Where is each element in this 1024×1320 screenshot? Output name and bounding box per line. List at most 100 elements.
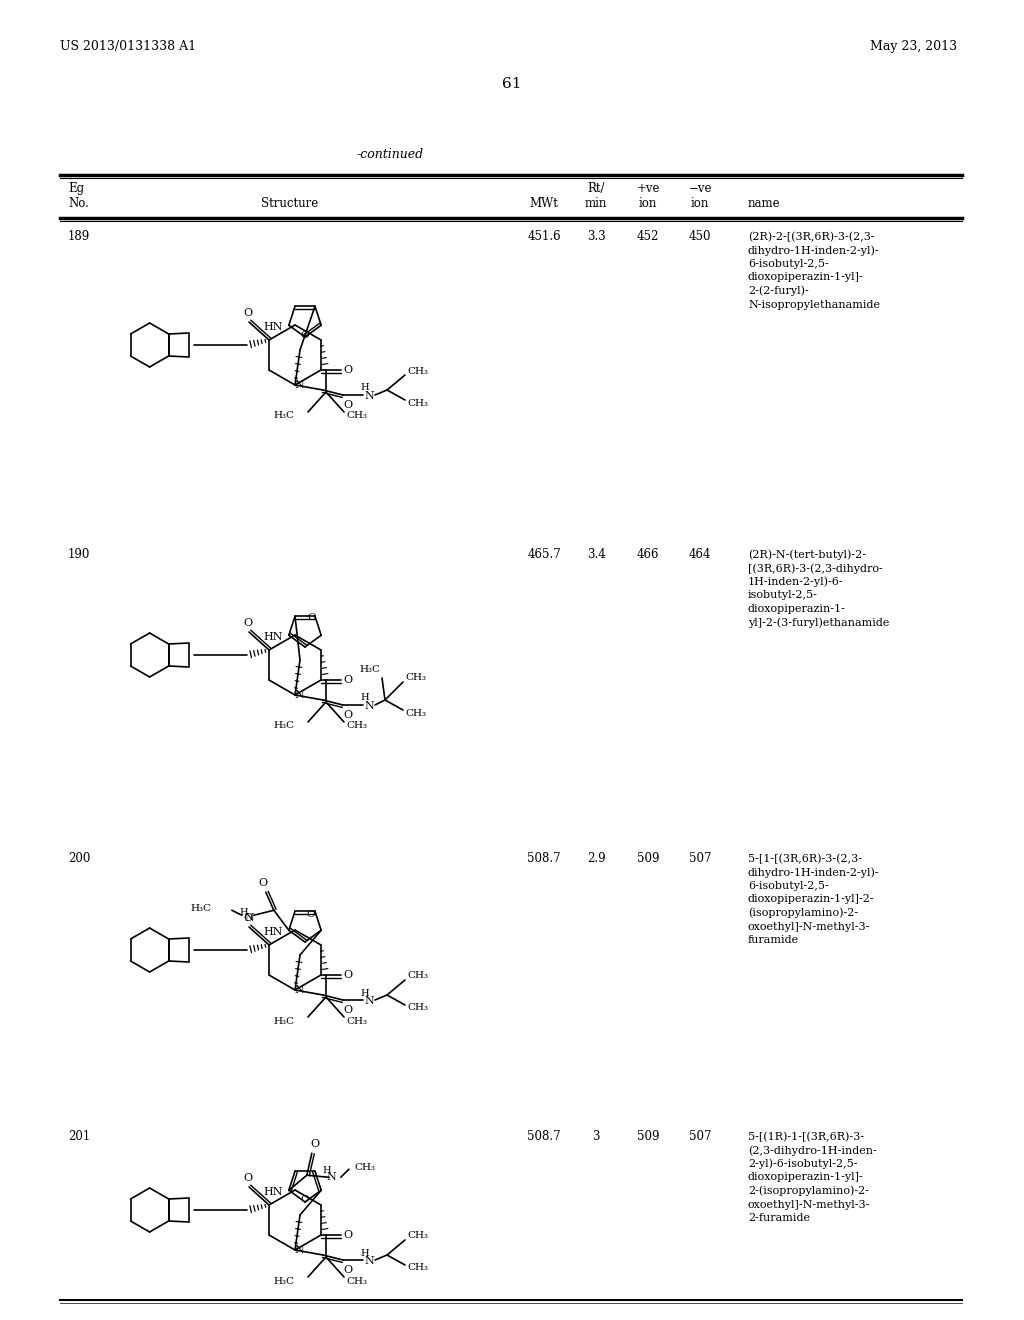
Text: Rt/: Rt/ (587, 182, 605, 195)
Text: H₃C: H₃C (273, 722, 294, 730)
Text: O: O (343, 1230, 352, 1239)
Text: O: O (310, 1139, 319, 1150)
Text: 2-furamide: 2-furamide (748, 1213, 810, 1224)
Text: 465.7: 465.7 (527, 548, 561, 561)
Text: HN: HN (263, 632, 283, 642)
Text: 3: 3 (592, 1130, 600, 1143)
Text: 5-[1-[(3R,6R)-3-(2,3-: 5-[1-[(3R,6R)-3-(2,3- (748, 854, 862, 865)
Text: 6-isobutyl-2,5-: 6-isobutyl-2,5- (748, 259, 828, 269)
Text: 2-(isopropylamino)-2-: 2-(isopropylamino)-2- (748, 1185, 869, 1196)
Text: O: O (258, 878, 267, 888)
Text: dioxopiperazin-1-yl]-: dioxopiperazin-1-yl]- (748, 272, 864, 282)
Text: O: O (244, 308, 253, 318)
Text: 450: 450 (689, 230, 712, 243)
Text: 3.3: 3.3 (587, 230, 605, 243)
Text: CH₃: CH₃ (406, 673, 426, 682)
Text: O: O (343, 710, 352, 719)
Text: dihydro-1H-inden-2-yl)-: dihydro-1H-inden-2-yl)- (748, 867, 880, 878)
Text: 2-yl)-6-isobutyl-2,5-: 2-yl)-6-isobutyl-2,5- (748, 1159, 857, 1170)
Text: CH₃: CH₃ (355, 1163, 376, 1172)
Text: CH₃: CH₃ (407, 367, 428, 375)
Text: 507: 507 (689, 1130, 712, 1143)
Text: O: O (244, 1173, 253, 1183)
Text: H: H (360, 989, 370, 998)
Text: 61: 61 (502, 77, 522, 91)
Text: N: N (365, 701, 374, 711)
Text: O: O (306, 909, 315, 919)
Text: ion: ion (639, 197, 657, 210)
Text: CH₃: CH₃ (407, 1232, 428, 1241)
Text: N: N (327, 1172, 337, 1183)
Text: N: N (294, 985, 304, 995)
Text: May 23, 2013: May 23, 2013 (870, 40, 957, 53)
Text: N: N (365, 391, 374, 401)
Text: H: H (240, 908, 248, 917)
Text: H₃C: H₃C (190, 904, 212, 912)
Text: name: name (748, 197, 780, 210)
Text: 452: 452 (637, 230, 659, 243)
Text: oxoethyl]-N-methyl-3-: oxoethyl]-N-methyl-3- (748, 921, 870, 932)
Text: 3.4: 3.4 (587, 548, 605, 561)
Text: (isopropylamino)-2-: (isopropylamino)-2- (748, 907, 858, 917)
Text: H₃C: H₃C (273, 1016, 294, 1026)
Text: O: O (301, 331, 309, 341)
Text: ion: ion (691, 197, 710, 210)
Text: 507: 507 (689, 851, 712, 865)
Text: H: H (323, 1166, 331, 1175)
Text: O: O (244, 913, 253, 923)
Text: HN: HN (263, 322, 283, 333)
Text: No.: No. (68, 197, 89, 210)
Text: 508.7: 508.7 (527, 1130, 561, 1143)
Text: yl]-2-(3-furyl)ethanamide: yl]-2-(3-furyl)ethanamide (748, 616, 890, 627)
Text: furamide: furamide (748, 935, 799, 945)
Text: CH₃: CH₃ (407, 399, 428, 408)
Text: H: H (360, 384, 370, 392)
Text: O: O (307, 612, 316, 622)
Text: US 2013/0131338 A1: US 2013/0131338 A1 (60, 40, 197, 53)
Text: 451.6: 451.6 (527, 230, 561, 243)
Text: H: H (360, 1249, 370, 1258)
Text: CH₃: CH₃ (346, 722, 367, 730)
Text: (2,3-dihydro-1H-inden-: (2,3-dihydro-1H-inden- (748, 1144, 877, 1155)
Text: 5-[(1R)-1-[(3R,6R)-3-: 5-[(1R)-1-[(3R,6R)-3- (748, 1131, 864, 1142)
Text: O: O (244, 618, 253, 628)
Text: CH₃: CH₃ (406, 709, 426, 718)
Text: N: N (245, 913, 255, 923)
Text: H₃C: H₃C (359, 665, 380, 675)
Text: 509: 509 (637, 1130, 659, 1143)
Text: (2R)-2-[(3R,6R)-3-(2,3-: (2R)-2-[(3R,6R)-3-(2,3- (748, 231, 874, 242)
Text: O: O (343, 675, 352, 685)
Text: Eg: Eg (68, 182, 84, 195)
Text: O: O (343, 1265, 352, 1275)
Text: dihydro-1H-inden-2-yl)-: dihydro-1H-inden-2-yl)- (748, 246, 880, 256)
Text: 189: 189 (68, 230, 90, 243)
Text: dioxopiperazin-1-yl]-: dioxopiperazin-1-yl]- (748, 1172, 864, 1183)
Text: H₃C: H₃C (273, 412, 294, 421)
Text: −ve: −ve (688, 182, 712, 195)
Text: N: N (294, 380, 304, 389)
Text: CH₃: CH₃ (407, 1003, 428, 1012)
Text: dioxopiperazin-1-: dioxopiperazin-1- (748, 605, 846, 614)
Text: HN: HN (263, 1187, 283, 1197)
Text: H: H (360, 693, 370, 702)
Text: 190: 190 (68, 548, 90, 561)
Text: CH₃: CH₃ (346, 412, 367, 421)
Text: CH₃: CH₃ (407, 972, 428, 981)
Text: 6-isobutyl-2,5-: 6-isobutyl-2,5- (748, 880, 828, 891)
Text: N: N (365, 1257, 374, 1266)
Text: 509: 509 (637, 851, 659, 865)
Text: HN: HN (263, 927, 283, 937)
Text: N: N (294, 1245, 304, 1255)
Text: 464: 464 (689, 548, 712, 561)
Text: [(3R,6R)-3-(2,3-dihydro-: [(3R,6R)-3-(2,3-dihydro- (748, 562, 883, 573)
Text: 466: 466 (637, 548, 659, 561)
Text: O: O (343, 970, 352, 979)
Text: O: O (343, 1005, 352, 1015)
Text: min: min (585, 197, 607, 210)
Text: -continued: -continued (356, 148, 424, 161)
Text: CH₃: CH₃ (346, 1276, 367, 1286)
Text: 1H-inden-2-yl)-6-: 1H-inden-2-yl)-6- (748, 577, 844, 587)
Text: 508.7: 508.7 (527, 851, 561, 865)
Text: MWt: MWt (529, 197, 558, 210)
Text: Structure: Structure (261, 197, 318, 210)
